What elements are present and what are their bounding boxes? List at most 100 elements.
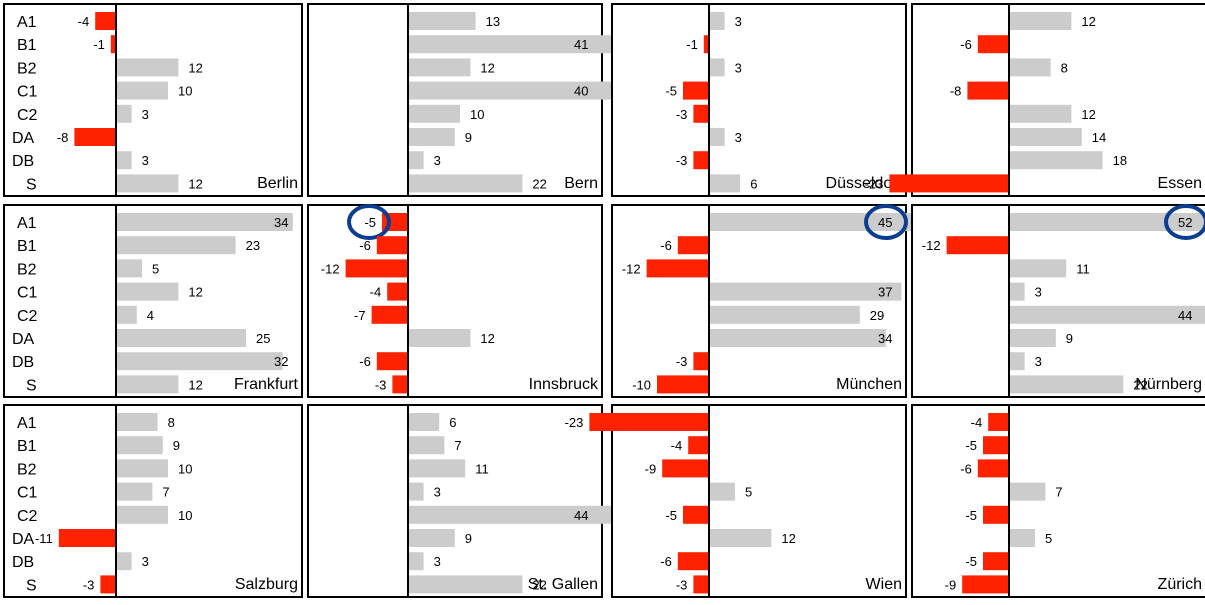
bar xyxy=(683,505,709,524)
panel-innsbruck: -5 -6 -12 -4 -7 12 -6 -3 Innsbruck xyxy=(307,204,603,398)
value-label: 12 xyxy=(188,377,202,392)
category-label: S xyxy=(26,377,37,394)
highlight-circle xyxy=(864,204,908,240)
bar xyxy=(983,436,1009,455)
value-label: -5 xyxy=(665,84,677,99)
value-label: 4 xyxy=(147,308,154,323)
bar xyxy=(116,505,168,524)
bar xyxy=(408,529,455,547)
bar xyxy=(408,81,616,100)
panel-title: Bern xyxy=(564,175,598,192)
bar xyxy=(116,375,179,394)
value-label: 22 xyxy=(1133,377,1147,392)
category-label: B2 xyxy=(17,461,37,478)
panel-frame xyxy=(611,204,907,398)
bar xyxy=(408,413,440,431)
bar xyxy=(589,413,709,431)
category-label: C1 xyxy=(17,285,38,302)
value-label: 12 xyxy=(781,531,795,546)
panel-frame xyxy=(911,204,1205,398)
value-label: 14 xyxy=(1092,130,1106,145)
bar xyxy=(709,482,735,501)
bar xyxy=(1009,352,1025,371)
value-label: 9 xyxy=(465,130,472,145)
value-label: -4 xyxy=(370,285,382,300)
bar xyxy=(709,213,943,231)
value-label: -5 xyxy=(965,508,977,523)
bar xyxy=(387,282,408,301)
bar xyxy=(693,575,709,594)
highlight-circle xyxy=(1164,204,1205,240)
panel-title: München xyxy=(836,376,902,393)
panel-title: Berlin xyxy=(257,175,298,192)
value-label: 25 xyxy=(256,331,270,346)
bar xyxy=(889,174,1009,193)
value-label: -5 xyxy=(364,215,376,230)
bar xyxy=(392,375,408,394)
value-label: 22 xyxy=(532,577,546,592)
panel-title: Zürich xyxy=(1158,576,1202,593)
bar xyxy=(116,413,158,431)
value-label: 10 xyxy=(178,84,192,99)
value-label: 45 xyxy=(878,215,892,230)
value-label: -4 xyxy=(971,415,983,430)
panel-title: Innsbruck xyxy=(529,376,599,393)
value-label: -6 xyxy=(960,461,972,476)
bar xyxy=(116,58,179,77)
bar xyxy=(962,575,1009,594)
bar xyxy=(110,35,116,54)
panel-title: St. Gallen xyxy=(528,576,598,593)
bar xyxy=(408,505,637,524)
category-label: B2 xyxy=(17,261,37,278)
bar xyxy=(116,459,168,478)
value-label: 8 xyxy=(168,415,175,430)
bar xyxy=(688,436,709,455)
bar xyxy=(983,505,1009,524)
bar xyxy=(408,12,476,30)
category-label: A1 xyxy=(17,215,37,232)
value-label: -1 xyxy=(93,37,105,52)
category-label: DB xyxy=(12,354,34,371)
value-label: -3 xyxy=(676,577,688,592)
bar xyxy=(116,352,283,371)
value-label: 10 xyxy=(178,461,192,476)
value-label: 7 xyxy=(454,438,461,453)
value-label: 12 xyxy=(1081,107,1095,122)
bar xyxy=(1009,482,1046,501)
bar xyxy=(408,459,466,478)
value-label: -6 xyxy=(359,354,371,369)
value-label: -12 xyxy=(622,261,641,276)
value-label: -6 xyxy=(660,238,672,253)
category-label: B2 xyxy=(17,60,37,77)
category-label: S xyxy=(26,176,37,193)
value-label: 3 xyxy=(1035,354,1042,369)
bar xyxy=(1009,259,1067,278)
panel-salzburg: A1 B1 B2 C1 C2 DA DB S 8 9 10 7 10 -11 3 -3 Salzburg xyxy=(3,404,303,598)
value-label: -9 xyxy=(945,577,957,592)
value-label: 3 xyxy=(434,554,441,569)
panel-frame xyxy=(3,3,303,197)
value-label: -12 xyxy=(321,261,340,276)
value-label: -5 xyxy=(965,554,977,569)
category-label: C1 xyxy=(17,84,38,101)
bar xyxy=(58,529,116,547)
bar xyxy=(408,151,424,170)
value-label: 3 xyxy=(735,14,742,29)
bar xyxy=(703,35,709,54)
panel-berlin: A1 B1 B2 C1 C2 DA DB S -4-1 12 10 3 -8 3 12 Berlin xyxy=(3,3,303,197)
bar xyxy=(946,236,1009,255)
bar xyxy=(693,104,709,123)
bar xyxy=(116,236,236,255)
value-label: -5 xyxy=(965,438,977,453)
value-label: 32 xyxy=(274,354,288,369)
value-label: 29 xyxy=(870,308,884,323)
panel-title: Wien xyxy=(866,576,902,593)
bar xyxy=(116,329,246,347)
value-label: 3 xyxy=(735,130,742,145)
category-label: C2 xyxy=(17,508,38,525)
bar xyxy=(657,375,709,394)
value-label: 11 xyxy=(1076,261,1090,276)
bar xyxy=(408,174,523,193)
bar xyxy=(408,482,424,501)
bar xyxy=(1009,529,1035,547)
